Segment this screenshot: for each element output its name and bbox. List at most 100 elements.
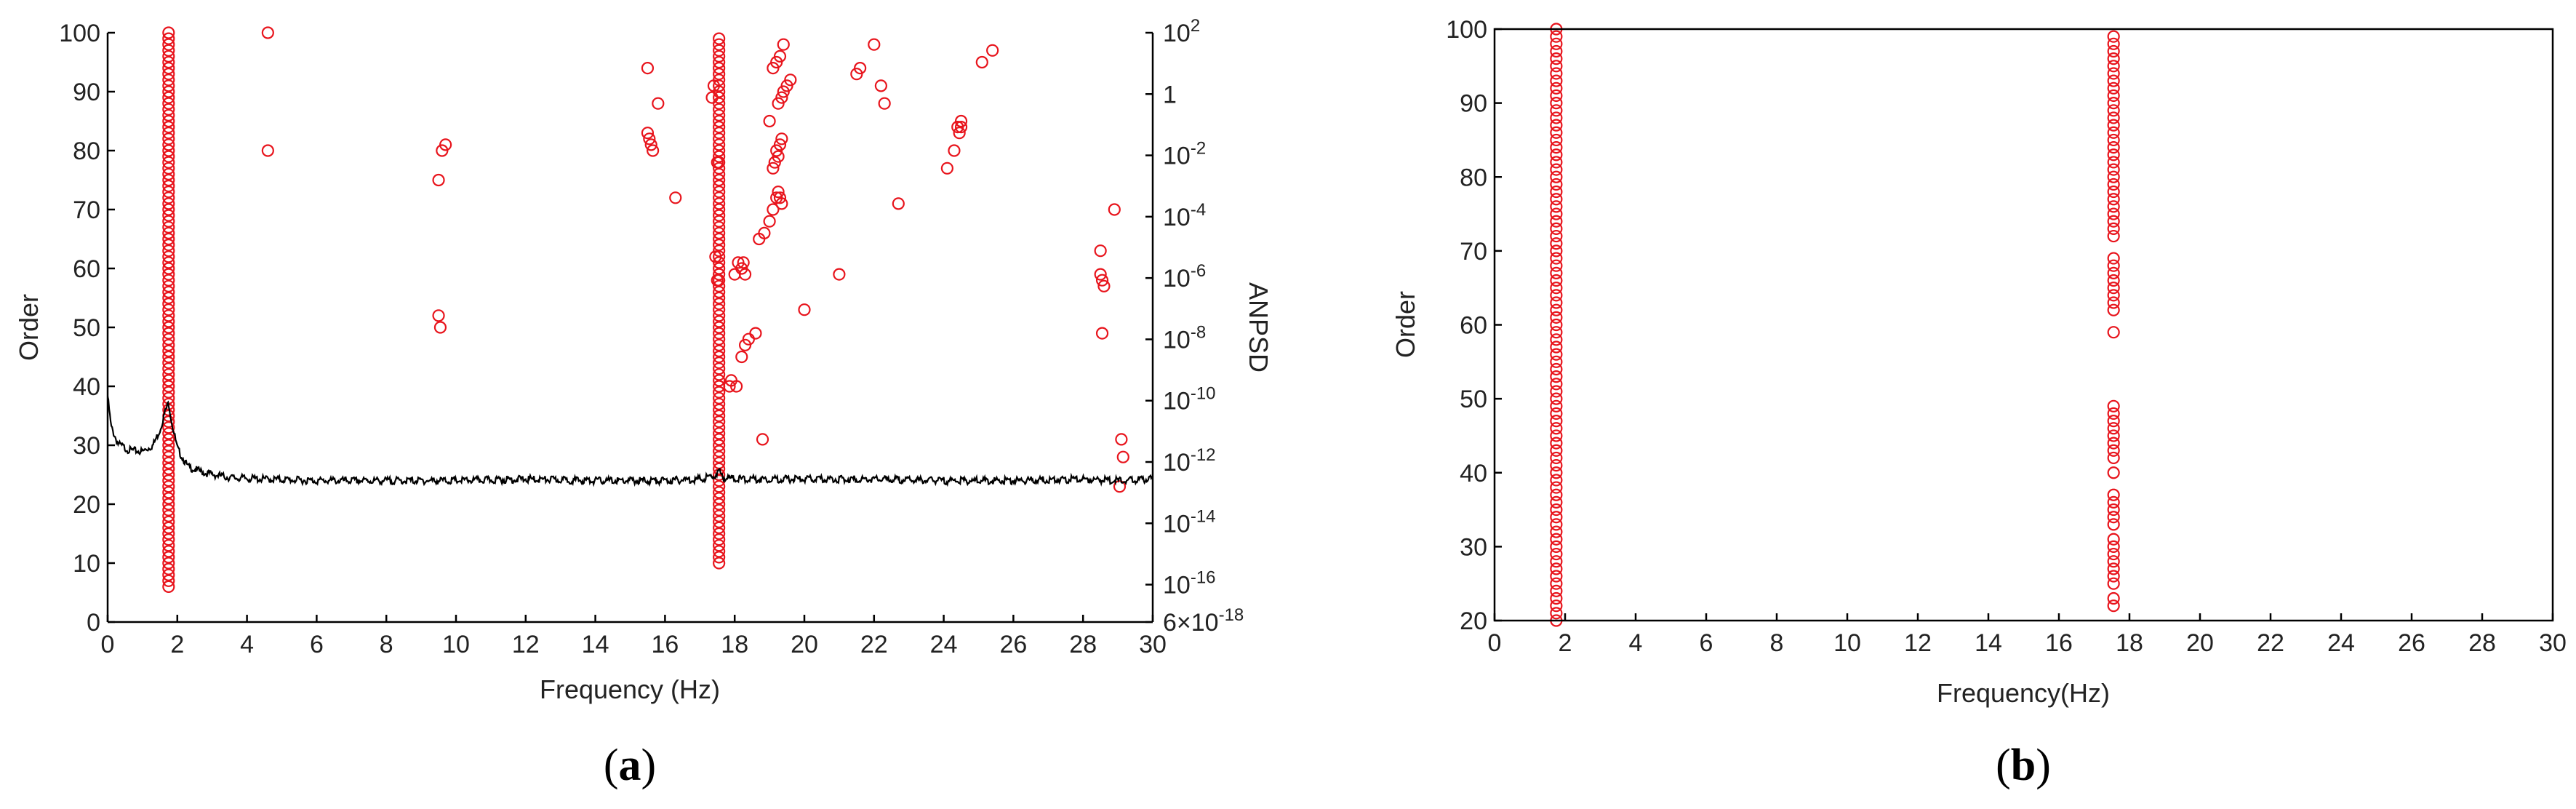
a-stable-mode-point bbox=[713, 303, 726, 316]
b-y-tick-label: 80 bbox=[1460, 164, 1487, 191]
a-y-tick-label: 20 bbox=[73, 491, 100, 519]
a-y-tick-label: 70 bbox=[73, 196, 100, 224]
a-stable-mode-point bbox=[162, 327, 175, 340]
a-stable-mode-point bbox=[713, 226, 726, 239]
a-pole-point bbox=[647, 144, 660, 157]
a-pole-point bbox=[1108, 203, 1121, 216]
a-pole-point bbox=[1095, 274, 1109, 287]
a-stable-mode-point bbox=[713, 262, 726, 275]
b-x-tick-label: 28 bbox=[2468, 629, 2496, 657]
a-stable-mode-point bbox=[713, 350, 726, 364]
a-stable-mode-point bbox=[162, 256, 175, 269]
a-stable-mode-point bbox=[162, 108, 175, 121]
b-stable-mode-point bbox=[1550, 237, 1563, 250]
a-stable-mode-point bbox=[162, 156, 175, 169]
b-stable-mode-point bbox=[2107, 222, 2120, 235]
b-stable-mode-point bbox=[1550, 407, 1563, 421]
a-pole-point bbox=[644, 138, 657, 151]
a-stable-mode-point bbox=[713, 409, 726, 423]
a-pole-point bbox=[705, 91, 719, 104]
a-stable-mode-point bbox=[162, 114, 175, 128]
b-stable-mode-point bbox=[1550, 525, 1563, 538]
b-stable-mode-point bbox=[2107, 141, 2120, 154]
a-stable-mode-point bbox=[162, 557, 175, 570]
b-stable-mode-point bbox=[1550, 340, 1563, 354]
b-stable-mode-point bbox=[1550, 111, 1563, 124]
b-stable-mode-point bbox=[2107, 444, 2120, 457]
b-stable-mode-point bbox=[2107, 229, 2120, 243]
a-pole-point bbox=[1113, 480, 1127, 493]
a-stable-mode-point bbox=[713, 557, 726, 570]
a-stable-mode-point bbox=[162, 338, 175, 351]
a-stable-mode-point bbox=[162, 167, 175, 180]
b-stable-mode-point bbox=[1550, 133, 1563, 147]
a-stable-mode-point bbox=[162, 226, 175, 239]
a-stable-mode-point bbox=[162, 462, 175, 476]
a-stable-mode-point bbox=[162, 350, 175, 364]
b-stable-mode-point bbox=[2107, 407, 2120, 421]
a-stable-mode-point bbox=[162, 162, 175, 175]
a-y2-tick-label: 10-2 bbox=[1163, 139, 1206, 170]
a-stable-mode-point bbox=[713, 527, 726, 541]
a-y-tick-label: 10 bbox=[73, 550, 100, 578]
b-stable-mode-point bbox=[2107, 104, 2120, 117]
a-stable-mode-point bbox=[713, 509, 726, 522]
b-stable-mode-point bbox=[1550, 577, 1563, 590]
a-pole-point bbox=[772, 186, 785, 199]
a-pole-point bbox=[1097, 279, 1111, 292]
b-stable-mode-point bbox=[1550, 540, 1563, 553]
b-stable-mode-point bbox=[1550, 451, 1563, 465]
b-stable-mode-point bbox=[2107, 37, 2120, 50]
b-stable-mode-point bbox=[1550, 326, 1563, 339]
a-stable-mode-point bbox=[162, 527, 175, 541]
a-y2-tick-label: 10-4 bbox=[1163, 200, 1206, 231]
b-x-tick-label: 4 bbox=[1629, 629, 1643, 657]
a-stable-mode-point bbox=[162, 239, 175, 252]
a-stable-mode-point bbox=[162, 368, 175, 381]
b-stable-mode-point bbox=[1550, 422, 1563, 435]
panel-b-plot-frame bbox=[1493, 28, 2554, 622]
b-stable-mode-point bbox=[1550, 156, 1563, 169]
a-pole-point bbox=[953, 127, 966, 140]
a-y2-tick-label: 1 bbox=[1163, 81, 1177, 108]
a-stable-mode-point bbox=[162, 97, 175, 110]
b-stable-mode-point bbox=[2107, 289, 2120, 302]
a-stable-mode-point bbox=[713, 486, 726, 499]
a-stable-mode-point bbox=[713, 91, 726, 104]
a-pole-point bbox=[784, 73, 797, 87]
b-stable-mode-point bbox=[1550, 104, 1563, 117]
a-pole-point bbox=[874, 79, 887, 92]
b-stable-mode-point bbox=[1550, 222, 1563, 235]
a-stable-mode-point bbox=[713, 480, 726, 493]
a-stable-mode-point bbox=[713, 445, 726, 458]
b-stable-mode-point bbox=[1550, 444, 1563, 457]
a-y-tick-label: 60 bbox=[73, 255, 100, 283]
a-y2-tick-label: 10-6 bbox=[1163, 261, 1206, 292]
a-stable-mode-point bbox=[162, 568, 175, 581]
b-stable-mode-point bbox=[2107, 488, 2120, 501]
a-pole-point bbox=[986, 44, 999, 57]
a-stable-mode-point bbox=[162, 386, 175, 399]
a-x-tick-label: 28 bbox=[1069, 631, 1097, 658]
b-stable-mode-point bbox=[2107, 274, 2120, 287]
b-stable-mode-point bbox=[1550, 311, 1563, 324]
b-stable-mode-point bbox=[1550, 60, 1563, 73]
b-stable-mode-point bbox=[1550, 607, 1563, 620]
a-stable-mode-point bbox=[713, 44, 726, 57]
a-stable-mode-point bbox=[713, 68, 726, 81]
b-stable-mode-point bbox=[2107, 503, 2120, 517]
a-stable-mode-point bbox=[162, 38, 175, 51]
a-stable-mode-point bbox=[713, 545, 726, 558]
a-stable-mode-point bbox=[713, 397, 726, 410]
b-stable-mode-point bbox=[2107, 326, 2120, 339]
b-x-tick-label: 12 bbox=[1904, 629, 1932, 657]
a-stable-mode-point bbox=[162, 91, 175, 104]
panel-b-chart: 0 2 4 6 8 10 12 14 16 18 20 22 24 26 28 30 203040506070… bbox=[1391, 16, 2567, 790]
a-stable-mode-point bbox=[713, 197, 726, 210]
panel-a-y2-axis-title: ANPSD bbox=[1244, 282, 1273, 372]
b-stable-mode-point bbox=[2107, 74, 2120, 87]
a-stable-mode-point bbox=[162, 220, 175, 234]
a-stable-mode-point bbox=[162, 127, 175, 140]
a-stable-mode-point bbox=[713, 450, 726, 463]
a-stable-mode-point bbox=[713, 250, 726, 263]
